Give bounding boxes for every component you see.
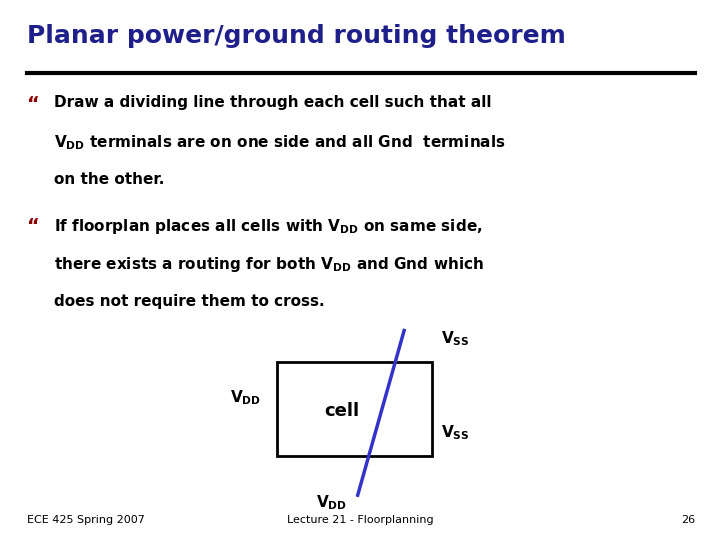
- Text: Lecture 21 - Floorplanning: Lecture 21 - Floorplanning: [287, 515, 433, 525]
- Text: $\mathbf{V_{SS}}$: $\mathbf{V_{SS}}$: [441, 423, 469, 442]
- Text: on the other.: on the other.: [54, 172, 164, 187]
- Text: “: “: [27, 94, 40, 113]
- Text: $\mathbf{V_{SS}}$: $\mathbf{V_{SS}}$: [441, 330, 469, 348]
- Text: “: “: [27, 217, 40, 235]
- Text: Draw a dividing line through each cell such that all: Draw a dividing line through each cell s…: [54, 94, 492, 110]
- Text: ECE 425 Spring 2007: ECE 425 Spring 2007: [27, 515, 145, 525]
- Text: cell: cell: [325, 402, 360, 420]
- Text: 26: 26: [680, 515, 695, 525]
- Text: does not require them to cross.: does not require them to cross.: [54, 294, 325, 309]
- Text: $\mathbf{V_{DD}}$: $\mathbf{V_{DD}}$: [316, 493, 347, 511]
- Text: $\mathbf{V_{DD}}$ terminals are on one side and all Gnd  terminals: $\mathbf{V_{DD}}$ terminals are on one s…: [54, 133, 505, 152]
- Bar: [277, 362, 432, 456]
- Text: there exists a routing for both $\mathbf{V_{DD}}$ and Gnd which: there exists a routing for both $\mathbf…: [54, 255, 484, 274]
- Text: $\mathbf{V_{DD}}$: $\mathbf{V_{DD}}$: [230, 388, 261, 407]
- Text: Planar power/ground routing theorem: Planar power/ground routing theorem: [27, 24, 566, 48]
- Text: If floorplan places all cells with $\mathbf{V_{DD}}$ on same side,: If floorplan places all cells with $\mat…: [54, 217, 482, 235]
